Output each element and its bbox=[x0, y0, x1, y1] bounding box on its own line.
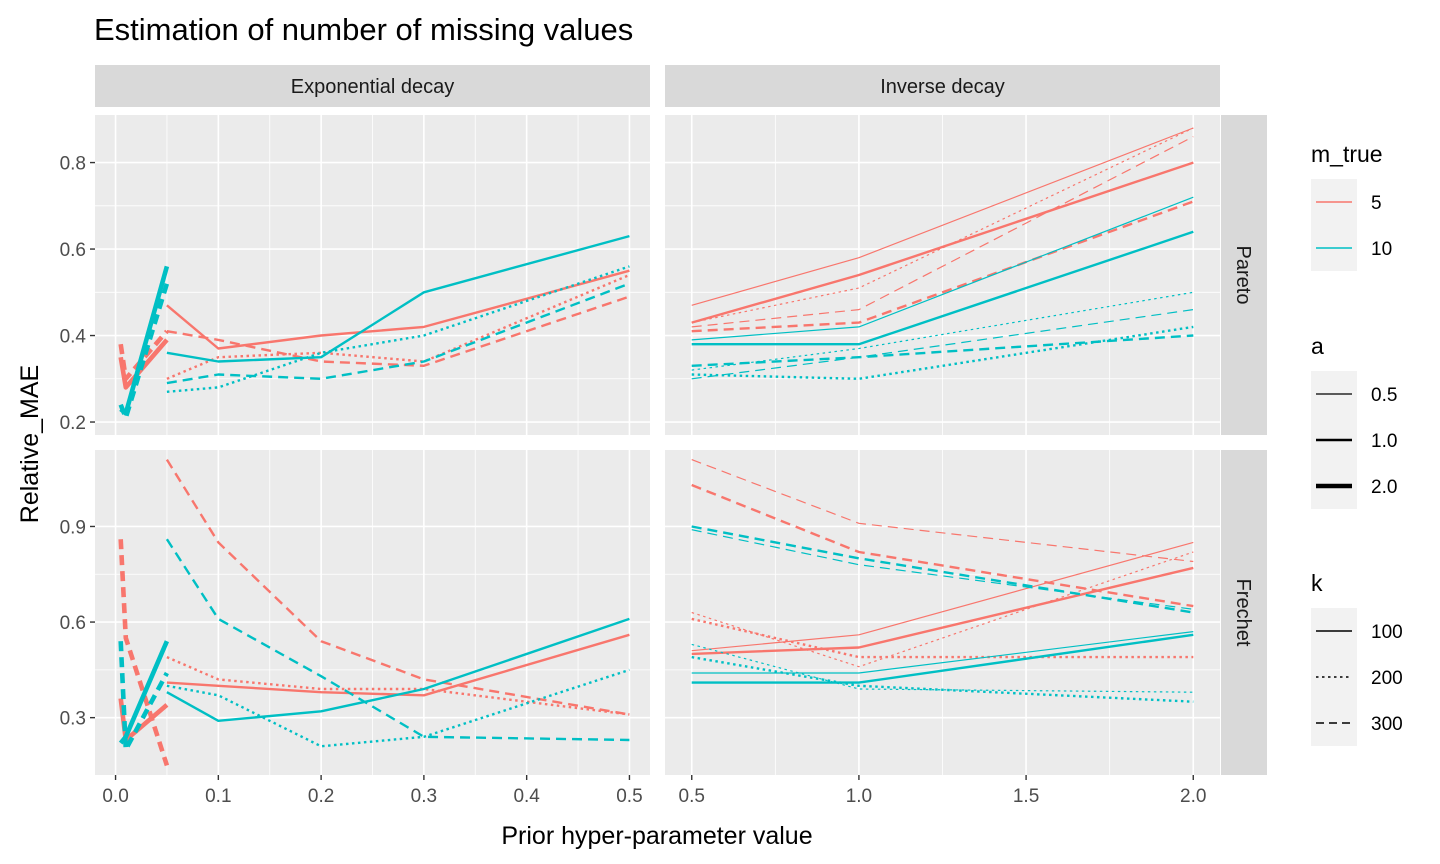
y-tick-label: 0.6 bbox=[60, 240, 86, 261]
series-line-m5-a1_0-k100 bbox=[691, 161, 1194, 324]
series-line-m5-a1_0-k300 bbox=[166, 295, 630, 367]
series-line-m5-a1_0-k100 bbox=[166, 633, 630, 697]
series-line-m5-a0_5-k100 bbox=[691, 541, 1194, 652]
series-line-m10-a0_5-k100 bbox=[691, 196, 1194, 341]
legend-a: a 0.5 1.0 2.0 bbox=[1311, 333, 1397, 509]
series-line-m5-a0_5-k100 bbox=[691, 127, 1194, 306]
x-tick-label: 0.0 bbox=[102, 786, 128, 807]
legend-entry-label: 0.5 bbox=[1371, 385, 1397, 406]
series-line-m5-a1_0-k200 bbox=[166, 655, 630, 716]
series-line-m5-a0_5-k300 bbox=[691, 459, 1194, 563]
series-line-m10-a1_0-k200 bbox=[166, 668, 630, 748]
chart-title: Estimation of number of missing values bbox=[94, 12, 633, 47]
legend-m-true: m_true 5 10 bbox=[1311, 141, 1392, 271]
series-line-m10-a0_5-k300 bbox=[691, 529, 1194, 610]
series-line-m10-a2_0-k300 bbox=[118, 641, 169, 752]
series-line-m10-a1_0-k300 bbox=[691, 525, 1194, 614]
x-tick-label: 0.1 bbox=[205, 786, 231, 807]
legend-title: k bbox=[1311, 570, 1323, 596]
series-line-m10-a2_0-k100 bbox=[118, 640, 170, 745]
legend-entry-label: 100 bbox=[1371, 622, 1403, 643]
series-line-m10-a0_5-k100 bbox=[691, 631, 1194, 674]
x-tick-label: 0.4 bbox=[513, 786, 540, 807]
legend-k: k 100 200 300 bbox=[1311, 570, 1403, 746]
y-axis-title: Relative_MAE bbox=[16, 365, 44, 523]
panel-frechet-exponential-decay bbox=[95, 450, 650, 775]
series-line-m5-a1_0-k300 bbox=[165, 458, 630, 716]
legend-entry-label: 300 bbox=[1371, 714, 1403, 735]
x-tick-label: 0.5 bbox=[679, 786, 705, 807]
facet-panels: Exponential decay Inverse decay Pareto Frec… bbox=[60, 65, 1267, 807]
panel-frechet-inverse-decay bbox=[665, 450, 1220, 775]
x-tick-label: 0.2 bbox=[308, 786, 334, 807]
legend-entry-label: 5 bbox=[1371, 193, 1382, 214]
series-line-m5-a2_0-k300 bbox=[118, 329, 169, 382]
x-tick-label: 1.5 bbox=[1013, 786, 1039, 807]
facet-label-frechet: Frechet bbox=[1232, 579, 1254, 647]
y-tick-label: 0.8 bbox=[60, 154, 86, 175]
series-line-m10-a1_0-k200 bbox=[691, 325, 1194, 380]
x-tick-label: 1.0 bbox=[846, 786, 872, 807]
facet-strip-exponential-decay bbox=[95, 65, 650, 107]
y-tick-label: 0.6 bbox=[60, 613, 86, 634]
series-line-m5-a1_0-k300 bbox=[691, 483, 1194, 608]
x-axis-title: Prior hyper-parameter value bbox=[501, 822, 812, 850]
y-tick-label: 0.2 bbox=[60, 413, 86, 434]
series-line-m5-a1_0-k100 bbox=[691, 566, 1194, 656]
x-tick-label: 0.3 bbox=[411, 786, 437, 807]
series-line-m5-a2_0-k300 bbox=[118, 539, 170, 767]
series-line-m5-a1_0-k300 bbox=[691, 200, 1194, 333]
y-tick-label: 0.3 bbox=[60, 709, 86, 730]
legend-area: m_true 5 10 a 0.5 1.0 2.0 k 100 200 300 bbox=[1311, 141, 1403, 746]
series-line-m10-a1_0-k100 bbox=[166, 617, 630, 722]
legend-entry-label: 2.0 bbox=[1371, 477, 1397, 498]
panel-pareto-inverse-decay bbox=[665, 115, 1220, 435]
facet-strip-inverse-decay bbox=[665, 65, 1220, 107]
facet-label-exponential-decay: Exponential decay bbox=[291, 76, 454, 98]
y-tick-label: 0.9 bbox=[60, 517, 86, 538]
panel-pareto-exponential-decay bbox=[95, 115, 650, 435]
legend-entry-label: 1.0 bbox=[1371, 431, 1397, 452]
series-line-m5-a1_0-k200 bbox=[166, 273, 630, 380]
series-line-m10-a1_0-k100 bbox=[166, 234, 630, 363]
facet-strip-pareto bbox=[1221, 115, 1267, 435]
series-line-m10-a1_0-k100 bbox=[691, 230, 1194, 346]
legend-entry-label: 200 bbox=[1371, 668, 1403, 689]
y-tick-label: 0.4 bbox=[60, 327, 87, 348]
facet-label-inverse-decay: Inverse decay bbox=[880, 76, 1005, 98]
series-line-m10-a1_0-k300 bbox=[166, 282, 630, 385]
series-line-m5-a0_5-k200 bbox=[691, 551, 1194, 668]
legend-title: a bbox=[1311, 333, 1324, 359]
series-line-m10-a1_0-k200 bbox=[691, 655, 1194, 703]
x-tick-label: 0.5 bbox=[616, 786, 642, 807]
legend-title: m_true bbox=[1311, 141, 1383, 167]
facet-strip-frechet bbox=[1221, 450, 1267, 775]
x-tick-label: 2.0 bbox=[1180, 786, 1206, 807]
series-line-m10-a2_0-k300 bbox=[118, 282, 170, 421]
series-line-m10-a1_0-k300 bbox=[691, 334, 1194, 367]
facet-label-pareto: Pareto bbox=[1232, 246, 1254, 305]
series-line-m10-a1_0-k200 bbox=[166, 265, 630, 393]
series-line-m10-a1_0-k100 bbox=[691, 633, 1194, 684]
series-line-m5-a0_5-k300 bbox=[691, 136, 1194, 328]
series-line-m5-a1_0-k100 bbox=[166, 269, 630, 350]
legend-entry-label: 10 bbox=[1371, 239, 1392, 260]
series-line-m10-a1_0-k300 bbox=[165, 538, 630, 742]
